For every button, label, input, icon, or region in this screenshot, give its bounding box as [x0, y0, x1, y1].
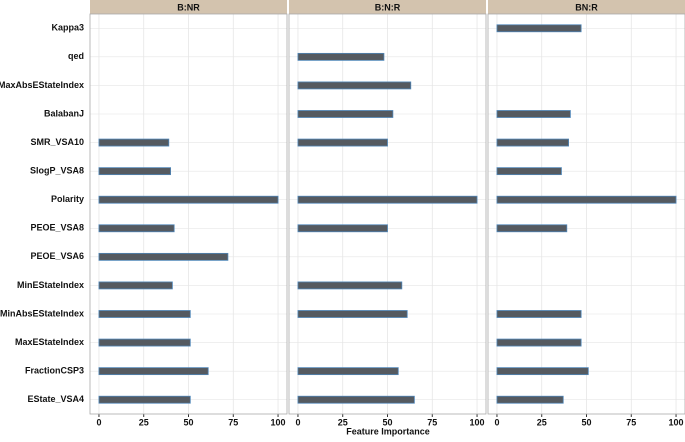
panel-border [288, 13, 487, 415]
bar [297, 395, 415, 404]
bar [496, 138, 569, 147]
x-tick-label: 75 [626, 417, 636, 427]
y-tick-label: FractionCSP3 [25, 366, 84, 376]
x-tick-label: 100 [271, 417, 286, 427]
bar [297, 81, 412, 90]
x-tick-label: 25 [537, 417, 547, 427]
bar [297, 367, 399, 376]
y-tick-label: MinEStateIndex [17, 280, 84, 290]
y-tick-label: BalabanJ [44, 108, 84, 118]
y-tick-label: qed [68, 51, 84, 61]
bar [98, 195, 279, 204]
bar [496, 195, 677, 204]
x-tick-label: 50 [382, 417, 392, 427]
y-tick-label: Polarity [51, 194, 84, 204]
x-tick-label: 0 [295, 417, 300, 427]
panel-border [487, 13, 685, 415]
bar [98, 281, 173, 290]
panel-border [89, 13, 288, 415]
bar [98, 167, 171, 176]
y-tick-label: MaxAbsEStateIndex [0, 80, 84, 90]
x-tick-label: 100 [669, 417, 684, 427]
y-tick-label: SMR_VSA10 [30, 137, 84, 147]
y-tick-label: PEOE_VSA8 [30, 223, 84, 233]
bar [98, 138, 170, 147]
x-tick-label: 75 [228, 417, 238, 427]
bar [496, 110, 571, 118]
bar [297, 138, 388, 147]
bar [297, 195, 478, 204]
y-tick-label: SlogP_VSA8 [30, 166, 84, 176]
bar [496, 24, 582, 33]
bar [98, 224, 175, 233]
bar [297, 110, 394, 118]
bar [98, 252, 229, 261]
x-tick-label: 50 [581, 417, 591, 427]
bar [297, 310, 408, 318]
bar [496, 367, 589, 376]
x-tick-label: 100 [470, 417, 485, 427]
bar [98, 367, 209, 376]
x-tick-label: 0 [96, 417, 101, 427]
y-tick-label: Kappa3 [51, 23, 84, 33]
bar [496, 338, 582, 347]
bar [496, 310, 582, 318]
facet-title: B:N:R [375, 2, 401, 12]
bar [496, 167, 562, 176]
facet-title: B:NR [177, 2, 200, 12]
bar [98, 310, 191, 318]
bar [297, 52, 385, 61]
x-tick-label: 25 [139, 417, 149, 427]
bar [496, 395, 564, 404]
strip [289, 0, 486, 14]
x-axis-title: Feature Importance [346, 426, 430, 436]
y-tick-label: EState_VSA4 [27, 394, 84, 404]
bar [297, 224, 388, 233]
bar [98, 395, 191, 404]
strip [90, 0, 287, 14]
y-tick-label: MaxEStateIndex [15, 337, 84, 347]
x-tick-label: 50 [183, 417, 193, 427]
y-tick-label: MinAbsEStateIndex [0, 308, 84, 318]
x-tick-label: 75 [427, 417, 437, 427]
facet-title: BN:R [575, 2, 598, 12]
bar [297, 281, 403, 290]
bar [496, 224, 568, 233]
bar [98, 338, 191, 347]
x-tick-label: 0 [494, 417, 499, 427]
y-tick-label: PEOE_VSA6 [30, 251, 84, 261]
x-tick-label: 25 [338, 417, 348, 427]
strip [488, 0, 685, 14]
